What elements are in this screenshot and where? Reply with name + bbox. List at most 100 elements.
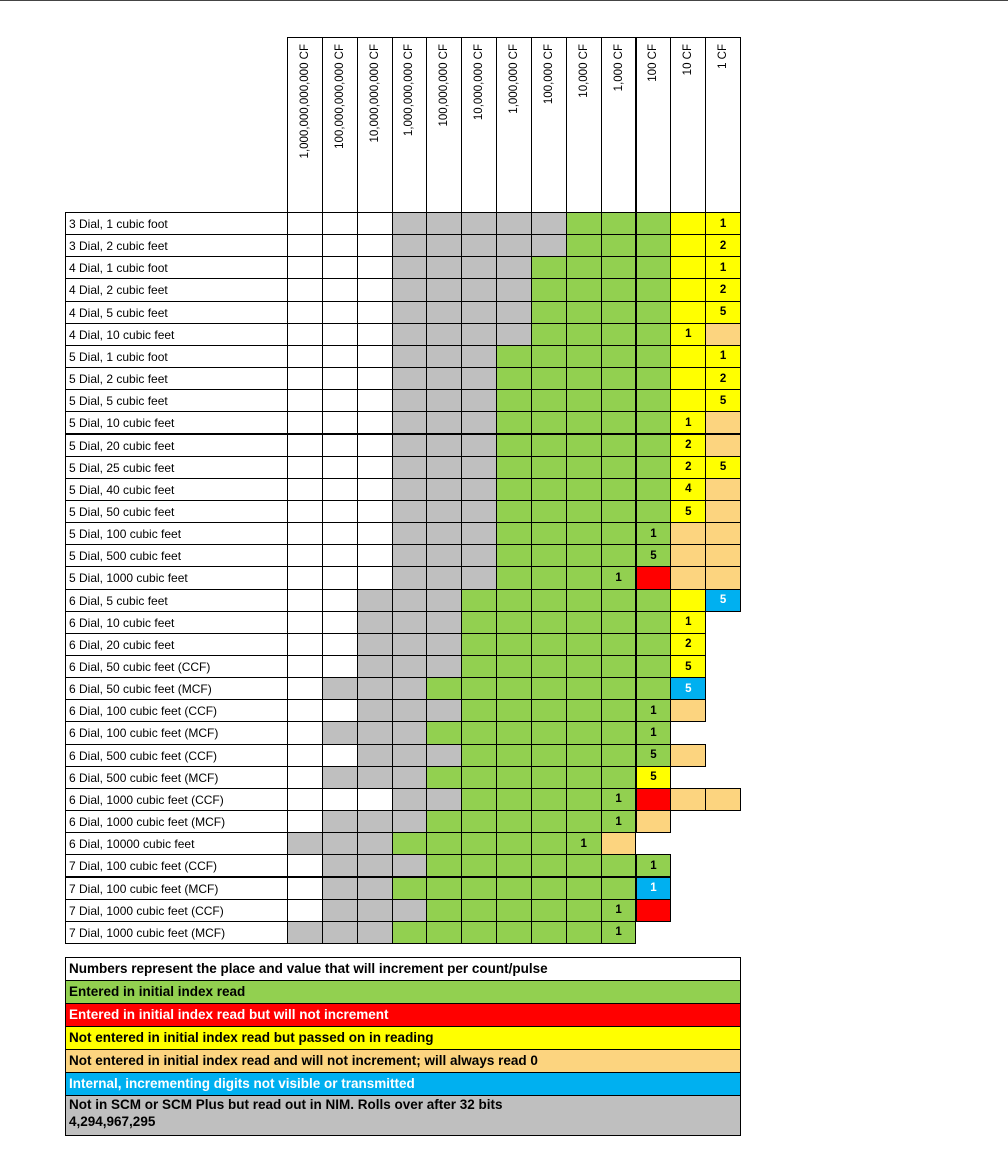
row-label: 6 Dial, 50 cubic feet (MCF) (65, 677, 288, 701)
cell (287, 367, 323, 391)
cell (356, 411, 393, 435)
cell (635, 499, 672, 524)
cell (530, 544, 567, 568)
cell (391, 344, 428, 369)
cell (530, 367, 567, 391)
cell (391, 499, 428, 524)
cell (496, 854, 532, 878)
row-label: 5 Dial, 100 cubic feet (65, 522, 288, 546)
cell (426, 898, 463, 922)
cell (391, 787, 428, 812)
legend-text: Entered in initial index read but will n… (69, 1006, 389, 1022)
cell (287, 544, 323, 568)
cell (461, 522, 498, 546)
column-header-text: 1,000,000,000 CF (403, 44, 416, 137)
cell: 1 (600, 787, 637, 812)
cell (565, 721, 602, 745)
cell (321, 455, 358, 479)
row-label: 5 Dial, 1 cubic foot (65, 344, 288, 369)
cell (287, 389, 323, 413)
cell: 1 (565, 832, 602, 856)
row-label: 5 Dial, 2 cubic feet (65, 367, 288, 391)
cell (426, 588, 463, 612)
cell (600, 433, 637, 457)
cell (356, 632, 393, 656)
legend-text: Numbers represent the place and value th… (69, 960, 548, 976)
cell: 1 (670, 322, 707, 346)
cell (635, 455, 672, 479)
cell (461, 588, 498, 612)
cell (461, 677, 498, 701)
legend-text: Entered in initial index read (69, 983, 246, 999)
cell: 1 (600, 898, 637, 922)
cell (426, 234, 463, 258)
cell: 5 (635, 765, 672, 789)
cell (356, 810, 393, 834)
cell (635, 810, 672, 834)
cell (287, 588, 323, 612)
cell (530, 588, 567, 612)
cell (635, 212, 672, 236)
cell (530, 212, 567, 236)
cell (496, 278, 532, 302)
cell (530, 499, 567, 524)
cell (600, 544, 637, 568)
cell (321, 212, 358, 236)
cell (356, 699, 393, 723)
cell (496, 632, 532, 656)
cell (635, 787, 672, 812)
cell: 1 (635, 522, 672, 546)
cell (670, 300, 707, 324)
cell (496, 256, 532, 280)
cell (356, 234, 393, 258)
cell (530, 322, 567, 346)
cell (461, 566, 498, 590)
cell: 5 (670, 499, 707, 524)
cell (321, 499, 358, 524)
cell (426, 212, 463, 236)
cell (426, 522, 463, 546)
cell (426, 499, 463, 524)
cell: 1 (635, 721, 672, 745)
cell (461, 876, 498, 900)
column-header: 100,000,000,000 CF (321, 37, 358, 213)
cell (670, 234, 707, 258)
cell (705, 787, 742, 812)
cell (565, 477, 602, 501)
legend-text: Not in SCM or SCM Plus but read out in N… (69, 1096, 503, 1112)
cell (600, 832, 637, 856)
cell (461, 367, 498, 391)
cell (461, 743, 498, 767)
row-label: 7 Dial, 1000 cubic feet (MCF) (65, 920, 288, 944)
cell (565, 588, 602, 612)
cell (461, 455, 498, 479)
cell (496, 477, 532, 501)
column-header: 10 CF (670, 37, 707, 213)
cell: 5 (705, 455, 742, 479)
cell (321, 234, 358, 258)
column-header: 100,000 CF (530, 37, 567, 213)
cell (600, 499, 637, 524)
cell (391, 367, 428, 391)
cell (565, 699, 602, 723)
cell (391, 212, 428, 236)
cell (461, 300, 498, 324)
cell (461, 610, 498, 634)
row-label: 4 Dial, 10 cubic feet (65, 322, 288, 346)
cell (565, 367, 602, 391)
cell (600, 256, 637, 280)
cell (356, 256, 393, 280)
cell: 5 (635, 743, 672, 767)
cell (496, 234, 532, 258)
cell (496, 300, 532, 324)
cell (565, 544, 602, 568)
cell (496, 920, 532, 944)
cell (426, 278, 463, 302)
cell (426, 566, 463, 590)
cell: 5 (705, 300, 742, 324)
cell (287, 787, 323, 812)
cell (461, 765, 498, 789)
cell (530, 522, 567, 546)
cell (530, 765, 567, 789)
